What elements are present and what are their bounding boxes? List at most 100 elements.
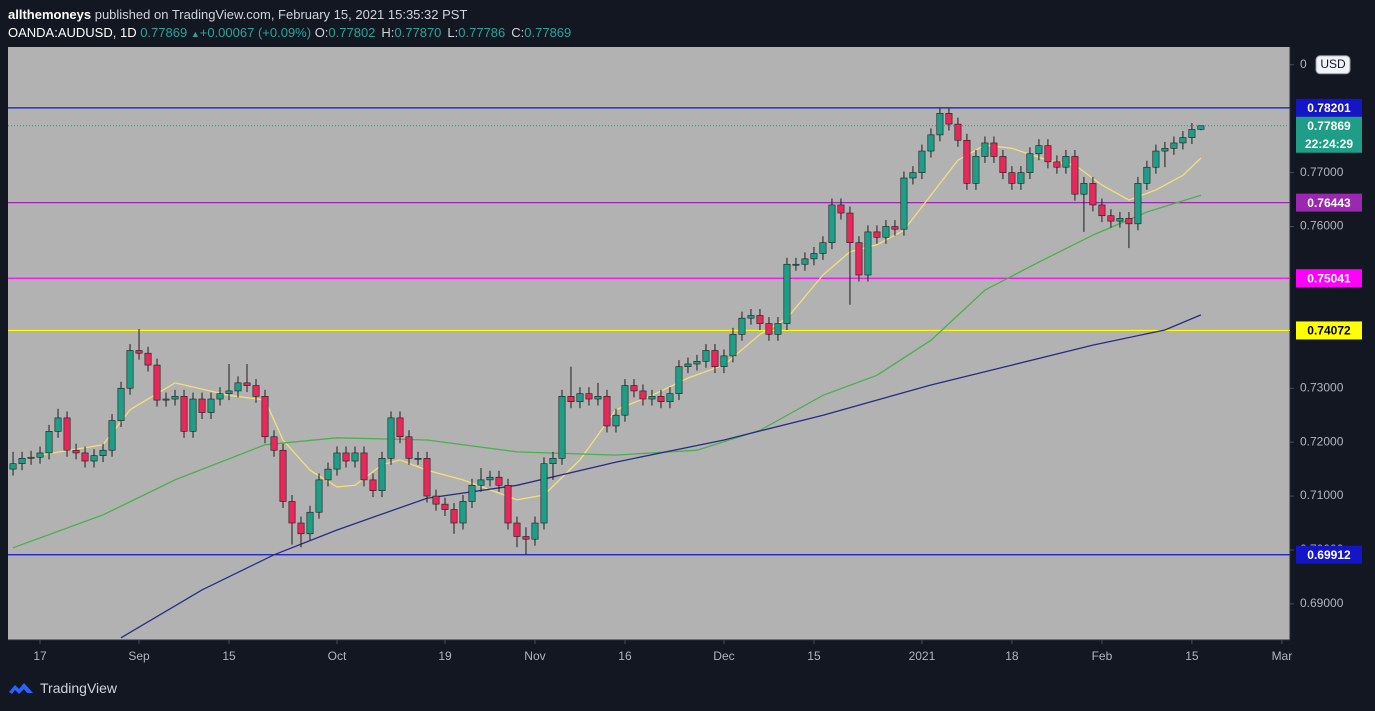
- candle-body: [1197, 125, 1205, 130]
- change: +0.00067 (+0.09%): [199, 25, 312, 40]
- candle-body: [414, 458, 422, 460]
- candle-body: [441, 503, 449, 510]
- candle-body: [207, 398, 215, 413]
- candle-body: [108, 420, 116, 451]
- x-tick-label: 18: [1005, 649, 1019, 663]
- candle-body: [180, 396, 188, 432]
- x-tick-label: Nov: [524, 649, 545, 663]
- ohlc-value: 0.77786: [458, 25, 506, 40]
- candle-body: [153, 364, 161, 401]
- candle-body: [1107, 215, 1115, 222]
- candle-body: [252, 385, 260, 397]
- candle-body: [360, 452, 368, 481]
- candle-body: [846, 212, 854, 243]
- candle-body: [936, 113, 944, 136]
- candle-body: [702, 350, 710, 362]
- candle-body: [954, 123, 962, 141]
- candle-body: [1017, 172, 1025, 184]
- candle-body: [45, 431, 53, 454]
- candle-body: [540, 463, 548, 524]
- ohlc-label: H:: [381, 25, 395, 40]
- candle-body: [603, 396, 611, 427]
- candle-body: [1062, 156, 1070, 168]
- candle-body: [1053, 161, 1061, 168]
- candle-body: [828, 204, 836, 243]
- candle-body: [1125, 218, 1133, 225]
- level-label: 0.75041: [1307, 271, 1351, 285]
- candle-body: [891, 226, 899, 230]
- y-tick-label: 0.77000: [1300, 165, 1344, 179]
- candle-body: [729, 334, 737, 357]
- ohlc-value: 0.77802: [328, 25, 376, 40]
- candle-body: [72, 449, 80, 454]
- ohlc-label: C:: [511, 25, 525, 40]
- moving-average: [120, 314, 1202, 639]
- candle-body: [1188, 129, 1196, 138]
- ohlc-label: O:: [314, 25, 329, 40]
- candle-body: [1143, 166, 1151, 184]
- candle-body: [1089, 183, 1097, 206]
- candle-body: [351, 452, 359, 462]
- candle-body: [1098, 204, 1106, 217]
- level-label: 0.78201: [1307, 101, 1351, 115]
- candle-body: [531, 522, 539, 540]
- brand-logo: [9, 683, 33, 694]
- candle-body: [63, 417, 71, 451]
- y-tick-label: 0.72000: [1300, 434, 1344, 448]
- y-tick-label: 0: [1300, 57, 1307, 71]
- candle-body: [666, 393, 674, 403]
- candle-body: [792, 263, 800, 266]
- candle-body: [486, 476, 494, 481]
- candle-body: [234, 382, 242, 392]
- candle-body: [720, 355, 728, 367]
- moving-average: [39, 144, 1202, 501]
- candle-body: [639, 390, 647, 400]
- candle-body: [648, 396, 656, 400]
- level-badge: [1296, 545, 1362, 564]
- candle-body: [315, 479, 323, 513]
- candle-body: [504, 484, 512, 524]
- x-tick-label: Feb: [1092, 649, 1113, 663]
- candle-body: [1044, 145, 1052, 163]
- candle-body: [468, 484, 476, 502]
- candle-body: [36, 452, 44, 458]
- candle-body: [378, 458, 386, 491]
- candle-body: [864, 231, 872, 276]
- header: allthemoneys published on TradingView.co…: [8, 6, 577, 43]
- level-label: 0.74072: [1307, 324, 1351, 338]
- candle-body: [711, 350, 719, 367]
- candle-body: [162, 398, 170, 401]
- candle-body: [189, 398, 197, 432]
- candle-body: [423, 458, 431, 497]
- x-tick-label: 15: [807, 649, 821, 663]
- candle-body: [513, 522, 521, 537]
- candle-body: [1080, 183, 1088, 195]
- candle-body: [135, 350, 143, 354]
- candle-body: [855, 242, 863, 276]
- candle-body: [216, 393, 224, 400]
- x-tick-label: 2021: [909, 649, 936, 663]
- footer: TradingView: [8, 680, 117, 696]
- candle-body: [1152, 150, 1160, 168]
- candle-body: [657, 396, 665, 403]
- x-tick-label: 15: [1185, 649, 1199, 663]
- candle-body: [450, 509, 458, 524]
- y-tick-label: 0.76000: [1300, 219, 1344, 233]
- candle-body: [621, 385, 629, 416]
- candle-body: [981, 142, 989, 157]
- x-tick-label: 19: [438, 649, 452, 663]
- candle-body: [990, 142, 998, 157]
- candle-body: [81, 452, 89, 462]
- candle-body: [90, 455, 98, 462]
- candle-body: [999, 156, 1007, 173]
- currency-badge: [1315, 55, 1351, 75]
- x-tick-label: Mar: [1272, 649, 1293, 663]
- level-label: 0.76443: [1307, 196, 1351, 210]
- candle-body: [630, 385, 638, 392]
- change-arrow: ▲: [190, 29, 200, 39]
- published: published on TradingView.com, February 1…: [94, 7, 468, 22]
- candle-body: [396, 417, 404, 438]
- x-tick-label: 17: [33, 649, 47, 663]
- candle-body: [801, 258, 809, 265]
